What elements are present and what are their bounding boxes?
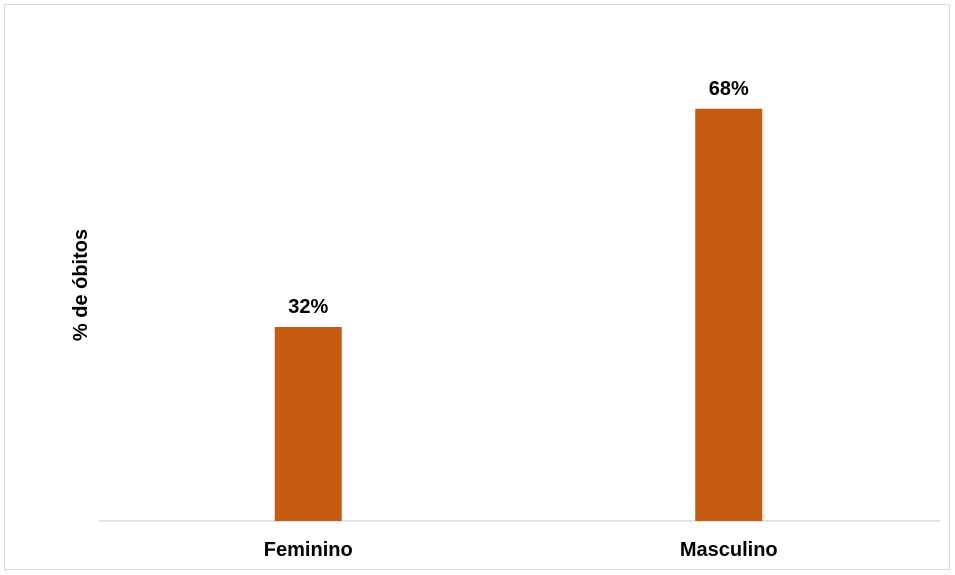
chart-frame: [4, 4, 950, 570]
y-axis-title: % de óbitos: [70, 229, 92, 341]
bar-masculino: [695, 108, 763, 521]
data-label-feminino: 32%: [288, 296, 328, 318]
x-tick-label-feminino: Feminino: [264, 539, 353, 561]
data-label-masculino: 68%: [709, 78, 749, 100]
x-tick-label-masculino: Masculino: [680, 539, 778, 561]
bars-layer: 32% Feminino 68% Masculino: [264, 78, 778, 561]
bar-feminino: [274, 327, 342, 521]
